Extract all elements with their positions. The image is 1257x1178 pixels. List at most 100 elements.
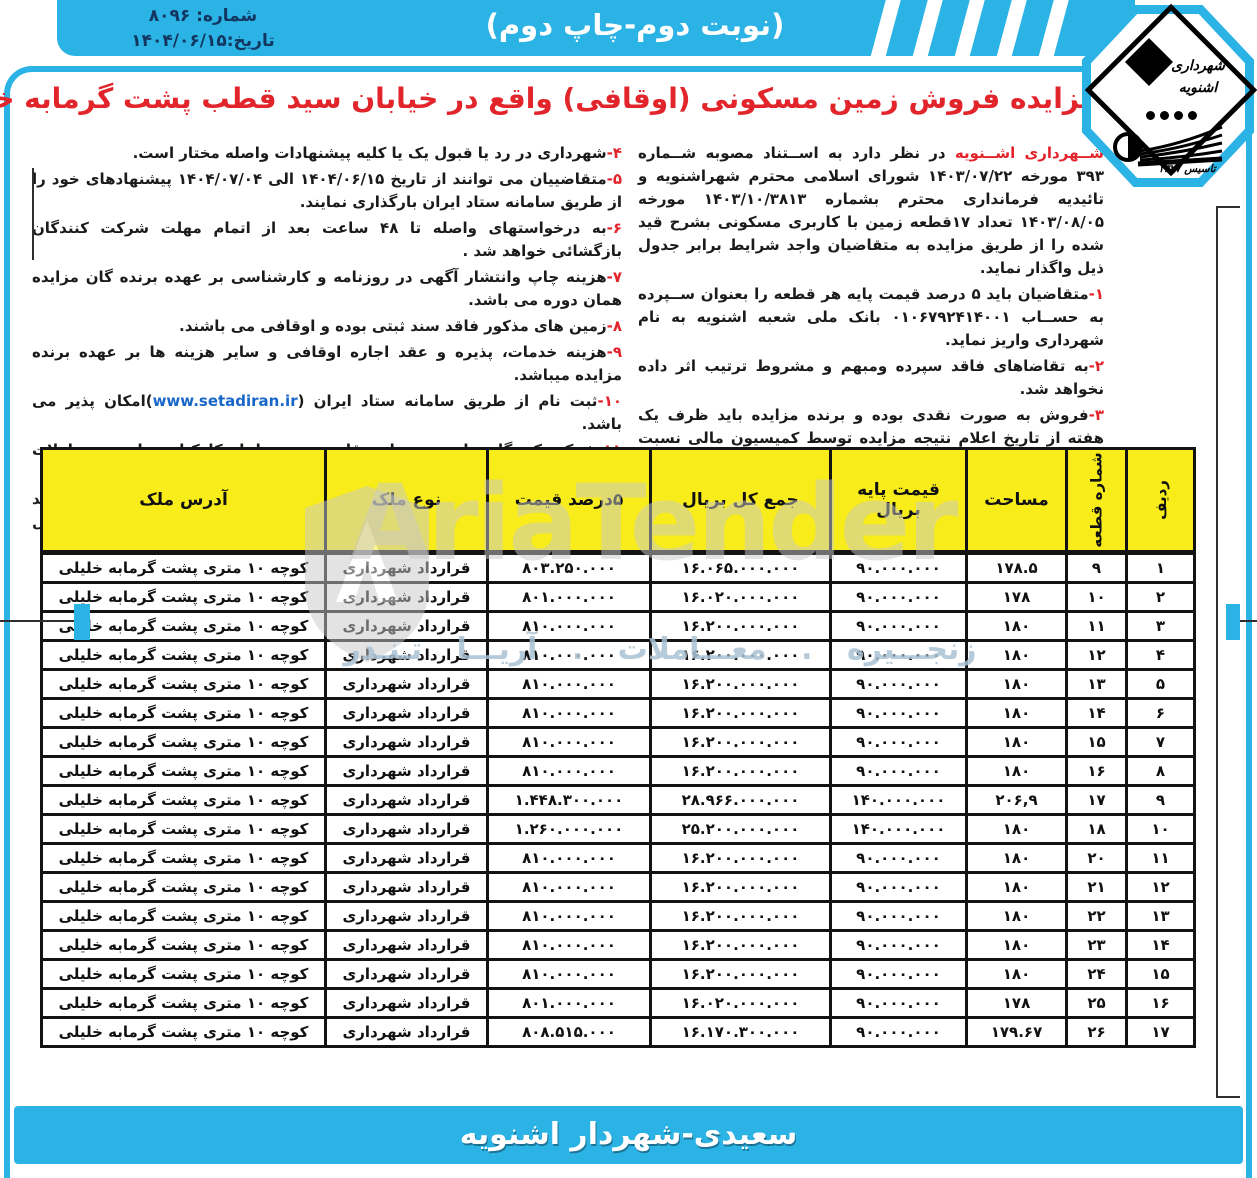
- fold-line-right: [1240, 620, 1257, 622]
- footer-signature: سعیدی-شهردار اشنویه: [459, 1117, 798, 1152]
- property-type-cell: قرارداد شهرداری: [324, 726, 489, 758]
- band-stripe-icon: [868, 0, 903, 56]
- document-number: شماره: ۸۰۹۶: [148, 6, 258, 26]
- property-type-cell: قرارداد شهرداری: [324, 813, 489, 845]
- address-cell: کوچه ۱۰ متری پشت گرمابه خلیلی: [40, 842, 327, 874]
- deposit-cell: ۸۱۰.۰۰۰.۰۰۰: [486, 900, 652, 932]
- row-index-cell: ۵: [1125, 668, 1196, 700]
- logo-name-line2: اشنویه: [1178, 80, 1218, 96]
- total-price-cell: ۲۵.۲۰۰.۰۰۰.۰۰۰: [649, 813, 832, 845]
- address-cell: کوچه ۱۰ متری پشت گرمابه خلیلی: [40, 958, 327, 990]
- plot-number-cell: ۱۱: [1065, 610, 1128, 642]
- property-type-cell: قرارداد شهرداری: [324, 668, 489, 700]
- col-header-deposit: ۵درصد قیمت: [486, 447, 652, 555]
- area-cell: ۱۷۹.۶۷: [965, 1016, 1068, 1048]
- deposit-cell: ۱.۲۶۰.۰۰۰.۰۰۰: [486, 813, 652, 845]
- address-cell: کوچه ۱۰ متری پشت گرمابه خلیلی: [40, 900, 327, 932]
- registration-tick-bottom-right: [1216, 1096, 1240, 1098]
- plot-number-cell: ۲۲: [1065, 900, 1128, 932]
- notice-item: ۷-هزینه چاپ وانتشار آگهی در روزنامه و کا…: [32, 268, 622, 309]
- base-price-cell: ۹۰.۰۰۰.۰۰۰: [829, 987, 968, 1019]
- address-cell: کوچه ۱۰ متری پشت گرمابه خلیلی: [40, 697, 327, 729]
- total-price-cell: ۱۶.۲۰۰.۰۰۰.۰۰۰: [649, 697, 832, 729]
- table-row: ۴ ۱۲ ۱۸۰ ۹۰.۰۰۰.۰۰۰ ۱۶.۲۰۰.۰۰۰.۰۰۰ ۸۱۰.۰۰۰.۰۰…: [40, 639, 1196, 671]
- base-price-cell: ۱۴۰.۰۰۰.۰۰۰: [829, 784, 968, 816]
- base-price-cell: ۱۴۰.۰۰۰.۰۰۰: [829, 813, 968, 845]
- table-header-row: ردیف شماره قطعه مساحت قیمت پایه بریال جم…: [40, 447, 1196, 555]
- setadiran-link[interactable]: www.setadiran.ir: [152, 392, 298, 410]
- notice-item: ۱۰-ثبت نام از طریق سامانه ستاد ایران (ww…: [32, 392, 622, 433]
- document-date: تاریخ:۱۴۰۴/۰۶/۱۵: [131, 31, 275, 51]
- area-cell: ۱۸۰: [965, 668, 1068, 700]
- total-price-cell: ۱۶.۲۰۰.۰۰۰.۰۰۰: [649, 755, 832, 787]
- plot-number-cell: ۱۰: [1065, 581, 1128, 613]
- auction-table: ردیف شماره قطعه مساحت قیمت پایه بریال جم…: [40, 447, 1196, 1048]
- table-row: ۸ ۱۶ ۱۸۰ ۹۰.۰۰۰.۰۰۰ ۱۶.۲۰۰.۰۰۰.۰۰۰ ۸۱۰.۰۰۰.۰۰…: [40, 755, 1196, 787]
- plot-number-cell: ۲۱: [1065, 871, 1128, 903]
- logo-name-line1: شهرداری: [1171, 58, 1225, 74]
- deposit-cell: ۸۱۰.۰۰۰.۰۰۰: [486, 639, 652, 671]
- notice-item: ۸-زمین های مذکور فاقد سند ثبتی بوده و او…: [179, 317, 622, 335]
- col-header-plot-number: شماره قطعه: [1065, 447, 1128, 555]
- row-index-cell: ۴: [1125, 639, 1196, 671]
- total-price-cell: ۱۶.۰۲۰.۰۰۰.۰۰۰: [649, 987, 832, 1019]
- base-price-cell: ۹۰.۰۰۰.۰۰۰: [829, 639, 968, 671]
- fold-line-left: [0, 620, 74, 622]
- total-price-cell: ۱۶.۲۰۰.۰۰۰.۰۰۰: [649, 958, 832, 990]
- base-price-cell: ۹۰.۰۰۰.۰۰۰: [829, 755, 968, 787]
- col-header-area: مساحت: [965, 447, 1068, 555]
- notice-item: ۴-شهرداری در رد یا قبول یک یا کلیه پیشنه…: [132, 144, 622, 162]
- band-stripe-icon: [952, 0, 987, 56]
- table-row: ۱۰ ۱۸ ۱۸۰ ۱۴۰.۰۰۰.۰۰۰ ۲۵.۲۰۰.۰۰۰.۰۰۰ ۱.۲۶۰.۰۰…: [40, 813, 1196, 845]
- col-header-plot-number-label: شماره قطعه: [1087, 452, 1106, 548]
- area-cell: ۱۸۰: [965, 639, 1068, 671]
- plot-number-cell: ۲۰: [1065, 842, 1128, 874]
- table-row: ۱۷ ۲۶ ۱۷۹.۶۷ ۹۰.۰۰۰.۰۰۰ ۱۶.۱۷۰.۳۰۰.۰۰۰ ۸۰۸.۵۱…: [40, 1016, 1196, 1048]
- row-index-cell: ۱۳: [1125, 900, 1196, 932]
- property-type-cell: قرارداد شهرداری: [324, 900, 489, 932]
- area-cell: ۱۸۰: [965, 610, 1068, 642]
- item-marker: ۲-: [1088, 357, 1104, 375]
- notice-item: ۹-هزینه خدمات، پذیره و عقد اجاره اوقافی …: [32, 343, 622, 384]
- fold-tab-right: [1226, 604, 1240, 640]
- table-row: ۵ ۱۳ ۱۸۰ ۹۰.۰۰۰.۰۰۰ ۱۶.۲۰۰.۰۰۰.۰۰۰ ۸۱۰.۰۰۰.۰۰…: [40, 668, 1196, 700]
- plot-number-cell: ۹: [1065, 551, 1128, 584]
- item-marker: ۱۰-: [597, 392, 622, 410]
- area-cell: ۱۸۰: [965, 958, 1068, 990]
- total-price-cell: ۱۶.۱۷۰.۳۰۰.۰۰۰: [649, 1016, 832, 1048]
- plot-number-cell: ۱۷: [1065, 784, 1128, 816]
- fold-tab-left: [74, 604, 90, 640]
- property-type-cell: قرارداد شهرداری: [324, 929, 489, 961]
- deposit-cell: ۸۱۰.۰۰۰.۰۰۰: [486, 610, 652, 642]
- band-stripe-icon: [910, 0, 945, 56]
- area-cell: ۱۸۰: [965, 871, 1068, 903]
- table-row: ۹ ۱۷ ۲۰۶,۹ ۱۴۰.۰۰۰.۰۰۰ ۲۸.۹۶۶.۰۰۰.۰۰۰ ۱.۴۴۸.۳…: [40, 784, 1196, 816]
- area-cell: ۱۸۰: [965, 726, 1068, 758]
- table-row: ۱ ۹ ۱۷۸.۵ ۹۰.۰۰۰.۰۰۰ ۱۶.۰۶۵.۰۰۰.۰۰۰ ۸۰۳.۲۵۰.۰…: [40, 551, 1196, 584]
- row-index-cell: ۱۶: [1125, 987, 1196, 1019]
- registration-line-right: [1216, 206, 1218, 1098]
- base-price-cell: ۹۰.۰۰۰.۰۰۰: [829, 929, 968, 961]
- total-price-cell: ۱۶.۰۶۵.۰۰۰.۰۰۰: [649, 551, 832, 584]
- area-cell: ۲۰۶,۹: [965, 784, 1068, 816]
- plot-number-cell: ۲۴: [1065, 958, 1128, 990]
- property-type-cell: قرارداد شهرداری: [324, 639, 489, 671]
- footer-signature-bar: سعیدی-شهردار اشنویه: [14, 1106, 1243, 1164]
- header-band: [57, 0, 1135, 56]
- table-row: ۱۲ ۲۱ ۱۸۰ ۹۰.۰۰۰.۰۰۰ ۱۶.۲۰۰.۰۰۰.۰۰۰ ۸۱۰.۰۰۰.۰…: [40, 871, 1196, 903]
- deposit-cell: ۸۱۰.۰۰۰.۰۰۰: [486, 871, 652, 903]
- base-price-cell: ۹۰.۰۰۰.۰۰۰: [829, 551, 968, 584]
- base-price-cell: ۹۰.۰۰۰.۰۰۰: [829, 1016, 968, 1048]
- property-type-cell: قرارداد شهرداری: [324, 755, 489, 787]
- area-cell: ۱۸۰: [965, 842, 1068, 874]
- band-stripe-icon: [994, 0, 1029, 56]
- col-header-row-index-label: ردیف: [1151, 480, 1170, 520]
- deposit-cell: ۸۱۰.۰۰۰.۰۰۰: [486, 726, 652, 758]
- total-price-cell: ۲۸.۹۶۶.۰۰۰.۰۰۰: [649, 784, 832, 816]
- row-index-cell: ۲: [1125, 581, 1196, 613]
- base-price-cell: ۹۰.۰۰۰.۰۰۰: [829, 871, 968, 903]
- address-cell: کوچه ۱۰ متری پشت گرمابه خلیلی: [40, 668, 327, 700]
- base-price-cell: ۹۰.۰۰۰.۰۰۰: [829, 900, 968, 932]
- address-cell: کوچه ۱۰ متری پشت گرمابه خلیلی: [40, 929, 327, 961]
- plot-number-cell: ۱۳: [1065, 668, 1128, 700]
